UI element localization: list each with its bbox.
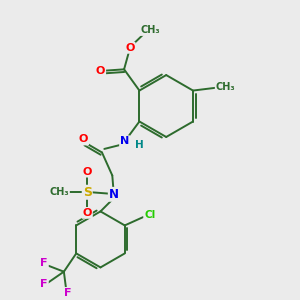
Text: H: H [135, 140, 144, 150]
Text: O: O [82, 208, 92, 218]
Text: F: F [40, 258, 48, 268]
Text: N: N [109, 188, 119, 201]
Text: F: F [64, 288, 71, 298]
Text: CH₃: CH₃ [140, 25, 160, 35]
Text: S: S [83, 186, 92, 199]
Text: F: F [40, 279, 48, 290]
Text: Cl: Cl [144, 210, 155, 220]
Text: O: O [79, 134, 88, 145]
Text: CH₃: CH₃ [216, 82, 235, 92]
Text: O: O [125, 43, 135, 53]
Text: O: O [96, 66, 105, 76]
Text: O: O [82, 167, 92, 177]
Text: N: N [120, 136, 129, 146]
Text: CH₃: CH₃ [50, 187, 69, 197]
